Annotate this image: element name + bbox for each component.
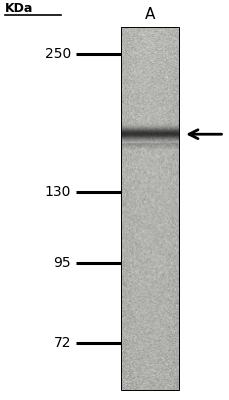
Text: 72: 72 bbox=[54, 336, 71, 350]
Text: A: A bbox=[145, 8, 155, 22]
Text: 95: 95 bbox=[53, 256, 71, 270]
Bar bbox=[121, 27, 179, 390]
Text: 250: 250 bbox=[45, 48, 71, 62]
Text: KDa: KDa bbox=[5, 2, 33, 15]
Text: 130: 130 bbox=[45, 185, 71, 199]
